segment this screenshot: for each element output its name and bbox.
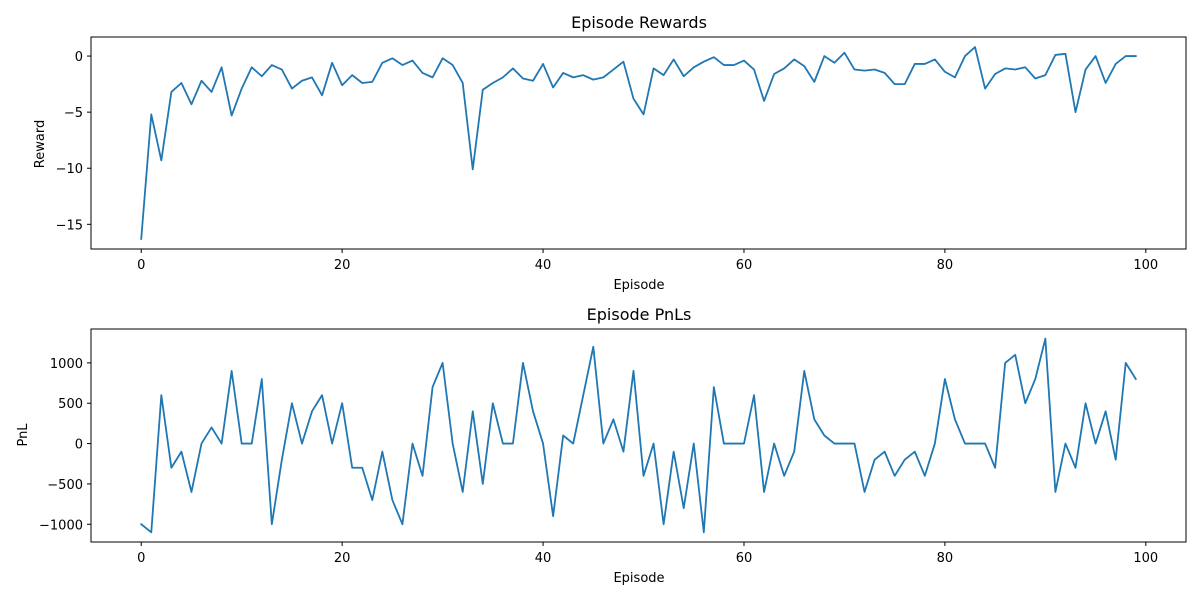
pnl-x-tick-label: 0 bbox=[137, 551, 145, 566]
rewards-y-tick-label: −10 bbox=[56, 162, 83, 177]
pnl-x-tick-label: 80 bbox=[937, 551, 954, 566]
rewards-x-tick-label: 0 bbox=[137, 258, 145, 273]
pnl-chart: Episode PnLs Episode PnL 0 20 40 60 80 100 100… bbox=[16, 305, 1187, 586]
pnl-y-axis-label: PnL bbox=[16, 423, 31, 447]
pnl-x-tick-label: 40 bbox=[535, 551, 552, 566]
pnl-x-tick-label: 100 bbox=[1133, 551, 1158, 566]
rewards-x-tick-label: 20 bbox=[334, 258, 351, 273]
pnl-y-tick-label: −1000 bbox=[39, 518, 83, 533]
rewards-x-tick-label: 100 bbox=[1133, 258, 1158, 273]
pnl-y-tick-label: 500 bbox=[58, 397, 83, 412]
pnl-y-tick-label: 0 bbox=[75, 438, 83, 453]
pnl-x-tick-label: 20 bbox=[334, 551, 351, 566]
rewards-y-tick-label: −5 bbox=[64, 106, 83, 121]
pnl-plot-frame bbox=[90, 328, 1187, 543]
pnl-x-tick-label: 60 bbox=[736, 551, 753, 566]
rewards-chart-title: Episode Rewards bbox=[571, 13, 707, 32]
pnl-chart-title: Episode PnLs bbox=[587, 305, 692, 324]
rewards-y-tick-label: 0 bbox=[75, 50, 83, 65]
rewards-plot-frame bbox=[90, 36, 1187, 250]
rewards-x-tick-label: 40 bbox=[535, 258, 552, 273]
rewards-y-axis-label: Reward bbox=[33, 120, 48, 168]
pnl-y-tick-label: −500 bbox=[47, 478, 83, 493]
pnl-x-axis-label: Episode bbox=[613, 571, 664, 586]
rewards-y-tick-label: −15 bbox=[56, 218, 83, 233]
rewards-series-line bbox=[140, 46, 1137, 240]
pnl-series-line bbox=[139, 337, 1138, 534]
rewards-chart: Episode Rewards Episode Reward 0 20 40 60 80… bbox=[33, 13, 1187, 293]
rewards-x-tick-label: 60 bbox=[736, 258, 753, 273]
rewards-x-axis-label: Episode bbox=[613, 278, 664, 293]
rewards-x-tick-label: 80 bbox=[937, 258, 954, 273]
pnl-y-tick-label: 1000 bbox=[50, 357, 83, 372]
